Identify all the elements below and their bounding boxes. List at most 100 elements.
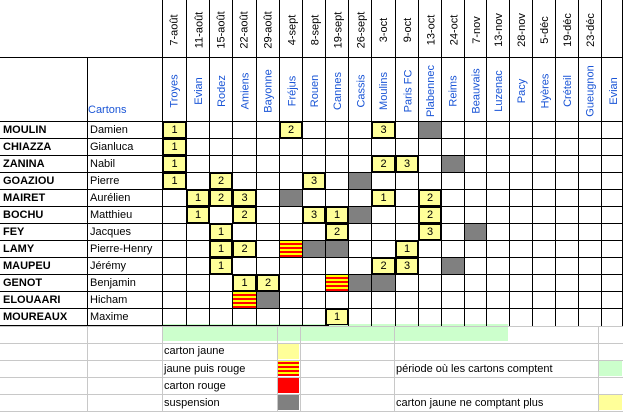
team-label: Evian xyxy=(608,76,620,105)
row-border xyxy=(0,121,623,122)
legend-red-label: carton rouge xyxy=(164,380,226,392)
team-header: Cannes xyxy=(326,58,350,123)
yellow-card-cell: 1 xyxy=(210,258,232,274)
row-border xyxy=(0,240,623,241)
row-border xyxy=(0,325,329,326)
date-label: 15-août xyxy=(216,10,228,49)
yellow-card-cell: 1 xyxy=(210,241,232,257)
team-header: Moulins xyxy=(372,58,396,123)
row-border xyxy=(0,138,623,139)
yellow-card-cell: 1 xyxy=(372,190,395,206)
team-label: Beauvais xyxy=(471,67,484,114)
player-last-name: FEY xyxy=(3,226,25,238)
team-header: Troyes xyxy=(163,58,187,123)
player-first-name: Hicham xyxy=(90,294,128,306)
date-header: 15-août xyxy=(210,2,234,57)
suspension-cell xyxy=(257,292,279,308)
suspension-cell xyxy=(326,241,348,257)
date-label: 7-nov xyxy=(471,15,483,44)
team-label: Amiens xyxy=(239,72,251,109)
team-label: Hyères xyxy=(539,73,551,108)
grid-line xyxy=(0,394,623,395)
col-border xyxy=(232,0,233,326)
team-label: Paris FC xyxy=(402,69,414,112)
date-label: 13-nov xyxy=(493,12,506,47)
yellow-card-cell: 3 xyxy=(419,224,441,240)
legend-period-swatch xyxy=(598,360,622,376)
date-label: 23-déc xyxy=(585,12,598,47)
date-header: 4-sept xyxy=(280,2,304,57)
team-header: Rodez xyxy=(210,58,234,123)
date-header: 29-août xyxy=(257,2,281,57)
legend-red-swatch xyxy=(277,377,299,393)
date-label: 24-oct xyxy=(448,14,461,45)
player-last-name: CHIAZZA xyxy=(3,141,52,153)
col-border xyxy=(555,0,556,326)
legend-yellow-label: carton jaune xyxy=(164,345,225,357)
team-header: Hyères xyxy=(533,58,557,123)
col-border xyxy=(162,0,163,326)
col-border xyxy=(256,0,257,326)
col-border xyxy=(371,0,372,326)
yellow-card-cell: 1 xyxy=(326,309,348,325)
date-label: 29-août xyxy=(263,10,275,49)
player-last-name: LAMY xyxy=(3,243,35,255)
yellow-card-cell: 1 xyxy=(326,207,348,223)
row-border xyxy=(0,206,623,207)
date-label: 8-sept xyxy=(309,14,322,45)
yellow-card-cell: 2 xyxy=(372,258,395,274)
team-label: Rodez xyxy=(216,74,229,107)
col-border xyxy=(87,57,88,326)
suspension-cell xyxy=(280,190,302,206)
legend-yellow-red-swatch xyxy=(277,360,299,376)
player-last-name: GENOT xyxy=(3,277,43,289)
team-label: Créteil xyxy=(562,74,575,107)
date-header: 19-déc xyxy=(556,2,580,57)
legend-period-label: période où les cartons comptent xyxy=(396,363,553,375)
yellow-card-cell: 2 xyxy=(233,241,256,257)
player-last-name: GOAZIOU xyxy=(3,175,55,187)
player-first-name: Nabil xyxy=(90,158,116,170)
yellow-card-cell: 2 xyxy=(210,190,232,206)
grid-line xyxy=(394,326,395,411)
team-header: Bayonne xyxy=(257,58,281,123)
player-last-name: BOCHU xyxy=(3,209,44,221)
grid-line xyxy=(0,360,623,361)
team-label: Fréjus xyxy=(286,75,298,106)
yellow-card-cell: 3 xyxy=(372,122,395,138)
yellow-card-cell: 2 xyxy=(257,275,279,291)
row-border xyxy=(0,223,623,224)
col-border xyxy=(441,0,442,326)
team-label: Reims xyxy=(448,74,461,107)
col-border xyxy=(486,0,487,326)
team-label: Moulins xyxy=(378,71,390,110)
team-label: Gueugnon xyxy=(585,64,598,117)
date-label: 9-oct xyxy=(402,17,414,42)
date-label: 26-sept xyxy=(355,11,368,48)
yellow-card-cell: 1 xyxy=(187,207,209,223)
suspension-cell xyxy=(303,241,325,257)
legend-not-counting-label: carton jaune ne comptant plus xyxy=(396,397,544,409)
grid-line xyxy=(277,326,278,411)
yellow-card-cell: 3 xyxy=(396,156,418,172)
suspension-cell xyxy=(465,224,486,240)
yellow-card-cell: 1 xyxy=(396,241,418,257)
grid-line xyxy=(0,377,623,378)
player-last-name: MAUPEU xyxy=(3,260,51,272)
team-header: Fréjus xyxy=(280,58,304,123)
date-header: 24-oct xyxy=(442,2,466,57)
suspension-cell xyxy=(442,156,464,172)
col-border xyxy=(302,0,303,326)
player-first-name: Benjamin xyxy=(90,277,136,289)
team-label: Plabennec xyxy=(425,64,437,117)
suspension-cell xyxy=(349,173,371,189)
suspension-cell xyxy=(349,207,371,223)
team-label: Cannes xyxy=(332,71,345,110)
grid-line xyxy=(300,326,301,411)
team-header: Evian xyxy=(602,58,623,123)
col-border xyxy=(395,0,396,326)
grid-line xyxy=(0,343,623,344)
col-border xyxy=(464,0,465,326)
date-label: 19-sept xyxy=(332,11,345,48)
grid-line xyxy=(0,326,623,327)
